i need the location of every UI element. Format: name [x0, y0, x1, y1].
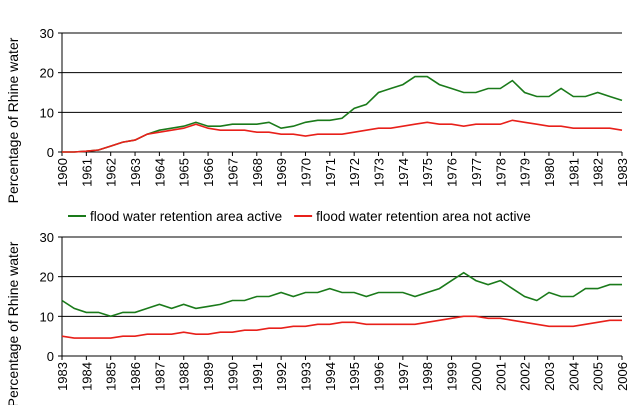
x-tick-label: 2003 — [542, 362, 557, 391]
x-tick-label: 1960 — [55, 158, 70, 187]
x-tick-label: 2006 — [615, 362, 630, 391]
y-tick-label: 10 — [40, 105, 54, 120]
x-tick-label: 1983 — [615, 158, 630, 187]
x-tick-label: 1981 — [566, 158, 581, 187]
x-tick-label: 1972 — [347, 158, 362, 187]
x-tick-label: 1990 — [225, 362, 240, 391]
x-tick-label: 1985 — [104, 362, 119, 391]
x-tick-label: 1986 — [128, 362, 143, 391]
x-tick-label: 1974 — [396, 158, 411, 187]
legend-label: flood water retention area active — [90, 209, 282, 224]
x-tick-label: 1980 — [542, 158, 557, 187]
x-tick-label: 1984 — [79, 362, 94, 391]
x-tick-label: 1996 — [372, 362, 387, 391]
x-tick-label: 2001 — [493, 362, 508, 391]
x-tick-label: 1997 — [396, 362, 411, 391]
legend-label: flood water retention area not active — [316, 209, 531, 224]
x-tick-label: 1979 — [518, 158, 533, 187]
data-line — [61, 315, 622, 339]
y-axis-label: Percentage of Rhine water — [5, 37, 21, 203]
data-line — [62, 119, 623, 153]
x-tick-label: 1968 — [250, 158, 265, 187]
y-axis-label: Percentage of Rhine water — [5, 241, 21, 405]
y-tick-label: 20 — [40, 66, 54, 81]
y-tick-label: 20 — [40, 270, 54, 285]
x-tick-label: 1971 — [323, 158, 338, 187]
x-tick-label: 1975 — [420, 158, 435, 187]
x-tick-label: 1989 — [201, 362, 216, 391]
x-tick-label: 1976 — [445, 158, 460, 187]
x-tick-label: 1987 — [152, 362, 167, 391]
x-tick-label: 1999 — [445, 362, 460, 391]
x-tick-label: 1994 — [323, 362, 338, 391]
x-tick-label: 1998 — [420, 362, 435, 391]
x-tick-label: 1961 — [79, 158, 94, 187]
x-tick-label: 1995 — [347, 362, 362, 391]
y-tick-label: 0 — [47, 145, 54, 160]
x-tick-label: 2005 — [591, 362, 606, 391]
x-tick-label: 1992 — [274, 362, 289, 391]
x-tick-label: 2002 — [518, 362, 533, 391]
y-tick-label: 0 — [47, 349, 54, 364]
x-tick-label: 1991 — [250, 362, 265, 391]
x-tick-label: 2000 — [469, 362, 484, 391]
y-tick-label: 10 — [40, 309, 54, 324]
x-tick-label: 2004 — [566, 362, 581, 391]
y-tick-label: 30 — [40, 230, 54, 245]
x-tick-label: 1988 — [177, 362, 192, 391]
data-line — [62, 75, 623, 153]
x-tick-label: 1993 — [298, 362, 313, 391]
x-tick-label: 1970 — [298, 158, 313, 187]
x-tick-label: 1978 — [493, 158, 508, 187]
x-tick-label: 1977 — [469, 158, 484, 187]
x-tick-label: 1964 — [152, 158, 167, 187]
x-tick-label: 1969 — [274, 158, 289, 187]
x-tick-label: 1983 — [55, 362, 70, 391]
x-tick-label: 1966 — [201, 158, 216, 187]
data-line — [61, 271, 622, 318]
x-tick-label: 1965 — [177, 158, 192, 187]
x-tick-label: 1962 — [104, 158, 119, 187]
x-tick-label: 1963 — [128, 158, 143, 187]
x-tick-label: 1973 — [372, 158, 387, 187]
x-tick-label: 1982 — [591, 158, 606, 187]
y-tick-label: 30 — [40, 26, 54, 41]
x-tick-label: 1967 — [225, 158, 240, 187]
